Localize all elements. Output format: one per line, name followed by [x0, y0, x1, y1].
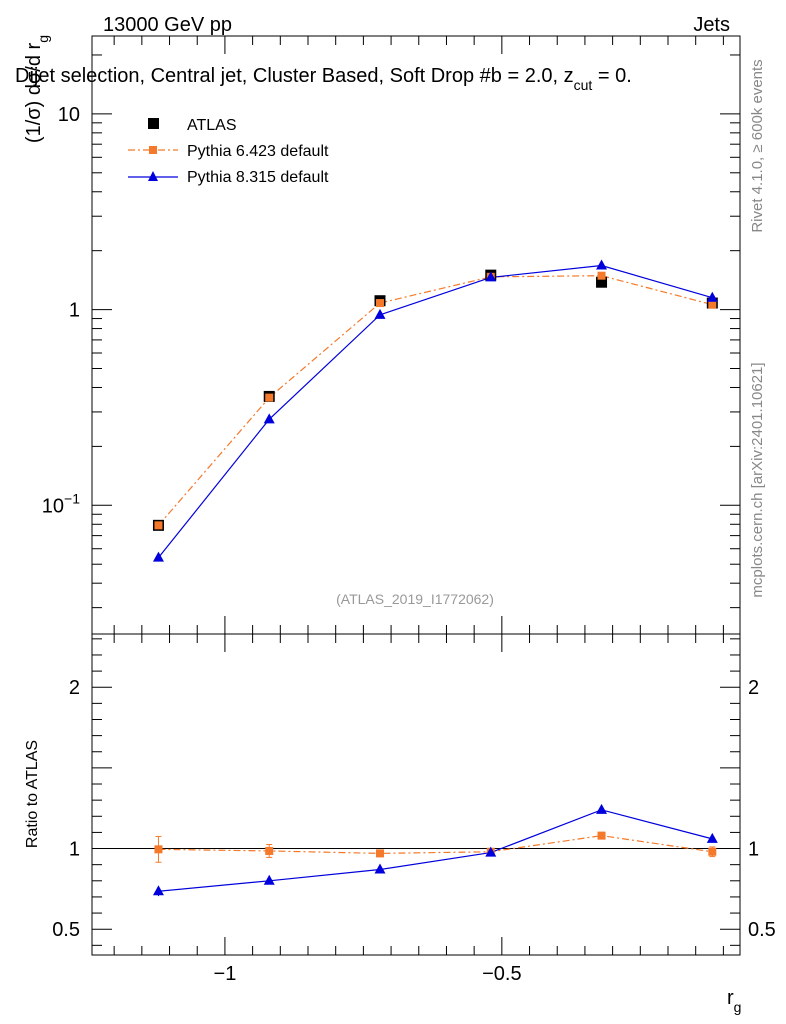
- ratio-pythia8-point: [596, 803, 608, 814]
- ratio-series-layer: [152, 803, 718, 897]
- pythia8-point: [485, 271, 497, 282]
- main-ytick-label-exp: −1: [64, 490, 80, 506]
- ratio-pythia6-point: [265, 846, 274, 855]
- ratio-ytick-label: 2: [69, 677, 80, 699]
- header-right: Jets: [693, 14, 730, 36]
- ratio-pythia6-line: [158, 835, 713, 854]
- legend-label-atlas: ATLAS: [187, 117, 237, 134]
- pythia6-point: [708, 300, 717, 309]
- main-ytick-label-base: 10: [42, 495, 64, 517]
- pythia8-point: [706, 291, 718, 302]
- plot-title: Dijet selection, Central jet, Cluster Ba…: [15, 65, 632, 93]
- ratio-ytick-label-right: 0.5: [748, 919, 776, 941]
- legend-marker-atlas: [148, 118, 159, 129]
- atlas-point: [596, 276, 608, 288]
- ratio-pythia8-point: [263, 874, 275, 885]
- legend: ATLAS Pythia 6.423 default Pythia 8.315 …: [128, 117, 329, 186]
- plot-title-main: Dijet selection, Central jet, Cluster Ba…: [15, 65, 502, 87]
- ratio-pythia8-point: [374, 863, 386, 874]
- ratio-pythia8-point: [706, 832, 718, 843]
- x-tick-label: −0.5: [482, 963, 521, 985]
- ratio-pythia8-point: [152, 885, 164, 896]
- legend-marker-pythia6: [149, 146, 157, 154]
- x-axis-label: rg: [727, 987, 741, 1015]
- main-ytick-label: 1: [69, 300, 80, 322]
- main-y-axis-label: (1/σ) dσ/d rg: [23, 35, 51, 143]
- mcplots-label: mcplots.cern.ch [arXiv:2401.10621]: [749, 362, 766, 597]
- ratio-ytick-label-right: 2: [748, 677, 759, 699]
- ratio-pythia6-point: [597, 831, 606, 840]
- x-axis-label-main: r: [727, 987, 734, 1009]
- ratio-panel-frame: [91, 633, 741, 956]
- ratio-y-axis-label: Ratio to ATLAS: [24, 740, 41, 848]
- main-ytick-label: 10−1: [42, 490, 80, 517]
- pythia6-point: [265, 393, 274, 402]
- ratio-x-tick-labels: −1 −0.5: [214, 963, 522, 985]
- plot-title-sub: cut: [574, 77, 593, 93]
- legend-label-pythia6: Pythia 6.423 default: [187, 143, 329, 160]
- header-left: 13000 GeV pp: [103, 14, 232, 36]
- pythia8-point: [596, 259, 608, 270]
- ratio-ytick-label: 0.5: [52, 919, 80, 941]
- ratio-axis-ticks: [92, 634, 740, 955]
- main-y-axis-label-sub: g: [35, 35, 51, 43]
- legend-marker-pythia8: [148, 171, 158, 181]
- ratio-pythia6-point: [154, 845, 163, 854]
- pythia6-point: [154, 521, 163, 530]
- rivet-label: Rivet 4.1.0, ≥ 600k events: [749, 59, 766, 232]
- ratio-ytick-label: 1: [69, 839, 80, 861]
- plot-title-tail: = 0.: [592, 65, 631, 87]
- ratio-pythia8-point: [485, 846, 497, 857]
- ratio-ytick-label-right: 1: [748, 839, 759, 861]
- pythia6-line: [158, 275, 713, 526]
- pythia8-point: [152, 551, 164, 562]
- main-ytick-label: 10: [58, 104, 80, 126]
- x-tick-label: −1: [214, 963, 237, 985]
- main-y-axis-label-main: (1/σ) dσ/d r: [23, 42, 45, 143]
- x-axis-label-sub: g: [734, 999, 742, 1015]
- ratio-pythia6-point: [376, 849, 384, 858]
- main-axis-ticks: [92, 36, 740, 634]
- main-series-layer: [152, 259, 718, 562]
- pythia6-point: [376, 299, 384, 308]
- plot-title-eq: = 2.0, z: [502, 65, 574, 87]
- ratio-pythia8-line: [158, 809, 713, 892]
- legend-label-pythia8: Pythia 8.315 default: [187, 169, 329, 186]
- pythia8-line: [157, 264, 713, 559]
- pythia8-point: [374, 308, 386, 319]
- ratio-y-tick-labels: 0.5 0.5 1 1 2 2: [52, 677, 776, 941]
- watermark: (ATLAS_2019_I1772062): [336, 591, 494, 607]
- pythia8-point: [263, 413, 275, 424]
- pythia6-point: [597, 271, 606, 280]
- ratio-pythia6-point: [708, 847, 717, 856]
- ratio-panel: 0.5 0.5 1 1 2 2 −1 −0.5 Ratio to ATLAS rg: [24, 633, 776, 1015]
